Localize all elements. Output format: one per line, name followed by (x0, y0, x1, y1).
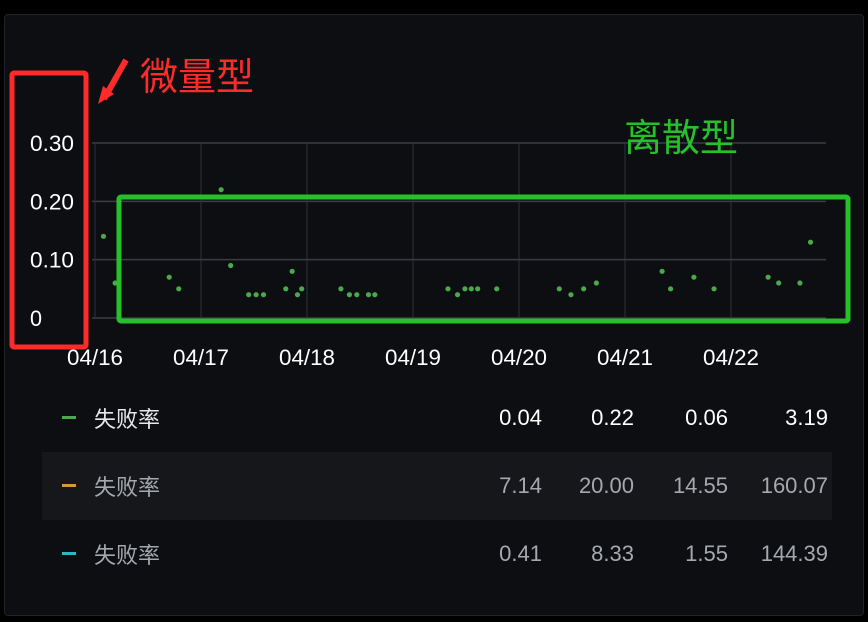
data-point (445, 286, 451, 292)
legend-label: 失败率 (94, 475, 161, 500)
x-axis: 04/16 04/17 04/18 04/19 04/20 04/21 04/22 (67, 345, 759, 370)
scatter-chart: 0.300.200.100 04/16 04/17 04/18 04/19 04/20 0… (9, 57, 851, 370)
data-point (100, 233, 107, 239)
data-point (176, 286, 182, 292)
x-tick-label: 04/20 (491, 345, 547, 370)
legend-table: 失败率 0.04 0.22 0.06 3.19 失败率 7.14 20.00 1… (42, 384, 832, 588)
x-tick-label: 04/22 (703, 345, 759, 370)
legend-value: 1.55 (685, 541, 728, 566)
legend-value: 8.33 (591, 541, 634, 566)
legend-swatch (62, 484, 76, 487)
data-point (283, 286, 289, 292)
legend-value: 14.55 (672, 473, 728, 498)
data-point (346, 292, 352, 298)
data-point (454, 292, 461, 298)
legend-value: 0.41 (499, 541, 542, 566)
chart-area: 0.30 0.20 0.10 0 04/16 04/17 04/18 04/19 04/20 0… (9, 57, 851, 370)
y-tick-label: 0.30 (30, 131, 74, 156)
data-point (372, 292, 378, 298)
data-point (691, 274, 697, 280)
y-axis: 0.30 0.20 0.10 0 (30, 131, 74, 331)
legend-value: 7.14 (499, 473, 542, 498)
grid (92, 142, 826, 319)
data-point (556, 286, 562, 292)
legend-value: 3.19 (785, 405, 828, 430)
data-point (494, 286, 500, 292)
legend-value: 0.04 (499, 405, 542, 430)
data-point (776, 280, 782, 286)
x-tick-label: 04/21 (597, 345, 653, 370)
data-point (218, 187, 224, 193)
legend-label: 失败率 (94, 543, 161, 568)
legend-swatch (62, 552, 76, 555)
x-tick-label: 04/17 (173, 345, 229, 370)
data-point (260, 292, 267, 298)
annotation-arrowhead-icon (98, 86, 114, 104)
data-point (807, 239, 814, 245)
data-point (797, 280, 803, 286)
data-point (765, 274, 771, 280)
data-point (289, 268, 295, 274)
legend-row[interactable]: 失败率 0.41 8.33 1.55 144.39 (42, 520, 832, 588)
data-point (112, 280, 118, 286)
data-point (593, 280, 599, 286)
data-point (462, 286, 468, 292)
data-point (354, 292, 360, 298)
legend-value: 144.39 (760, 541, 828, 566)
micro-annotation-label: 微量型 (140, 57, 254, 99)
x-tick-label: 04/18 (279, 345, 335, 370)
discrete-annotation-label: 离散型 (624, 118, 738, 160)
data-point (468, 286, 474, 292)
data-point (228, 262, 234, 269)
y-tick-label: 0.10 (30, 248, 74, 273)
x-tick-label: 04/19 (385, 345, 441, 370)
data-point (475, 286, 481, 292)
legend-row[interactable]: 失败率 0.04 0.22 0.06 3.19 (42, 384, 832, 452)
micro-annotation-box (9, 70, 89, 350)
data-point (667, 286, 674, 292)
legend-swatch (62, 416, 76, 419)
legend-value: 20.00 (578, 473, 634, 498)
data-point (659, 268, 665, 274)
data-point (711, 286, 717, 292)
discrete-annotation-box (116, 194, 851, 324)
data-point (299, 286, 305, 292)
data-point (294, 292, 301, 298)
data-points (100, 187, 814, 298)
data-point (253, 292, 259, 298)
data-point (365, 292, 372, 298)
y-tick-label: 0 (30, 306, 42, 331)
data-point (568, 292, 574, 298)
legend-value: 0.22 (591, 405, 634, 430)
data-point (338, 286, 344, 292)
data-point (166, 274, 172, 280)
legend-value: 160.07 (760, 473, 828, 498)
data-point (581, 286, 587, 292)
data-point (246, 292, 252, 298)
y-tick-label: 0.20 (30, 189, 74, 214)
legend-label: 失败率 (94, 407, 161, 432)
legend-value: 0.06 (685, 405, 728, 430)
legend-row[interactable]: 失败率 7.14 20.00 14.55 160.07 (42, 452, 832, 520)
